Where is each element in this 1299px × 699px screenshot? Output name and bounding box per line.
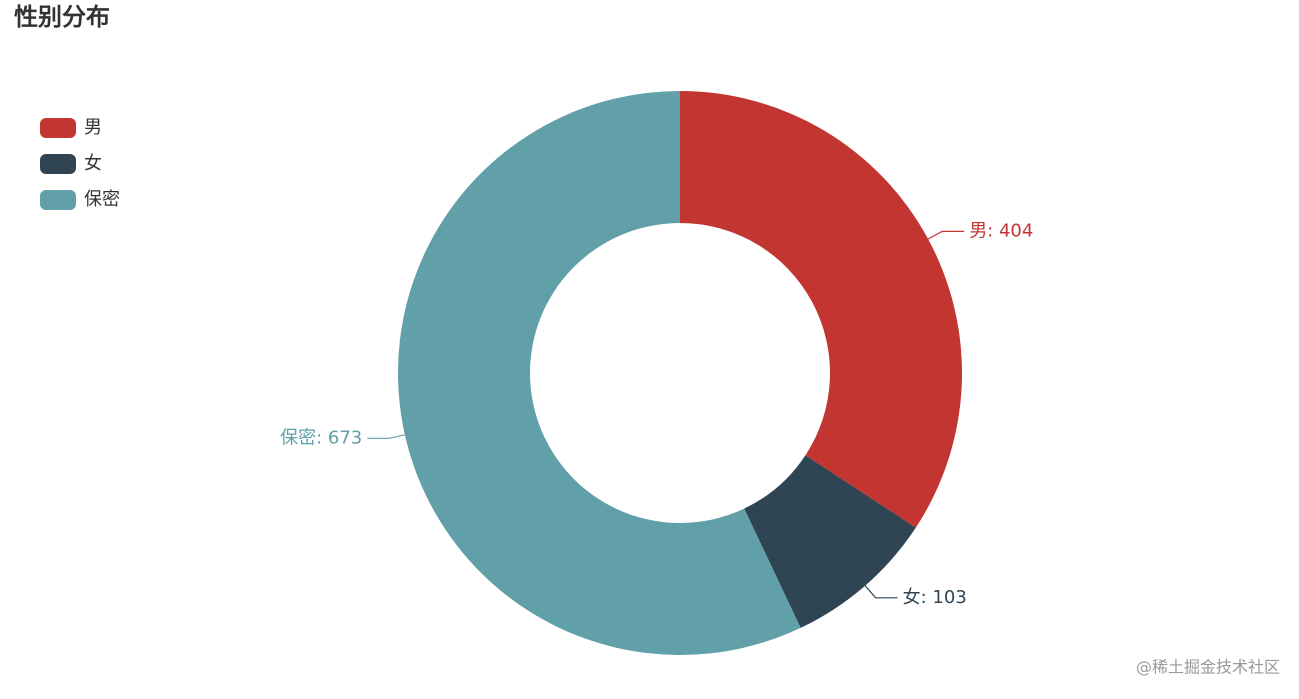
label-line [367, 434, 405, 439]
donut-slice [397, 91, 801, 656]
legend-label[interactable]: 女 [84, 153, 102, 174]
donut-slice [744, 455, 916, 628]
label-line [927, 230, 965, 240]
watermark: @稀土掘金技术社区 [1136, 658, 1280, 677]
legend-label[interactable]: 保密 [84, 189, 120, 210]
label-line [864, 585, 898, 599]
data-label: 男: 404 [969, 220, 1033, 241]
data-label: 保密: 673 [280, 427, 362, 448]
chart-title: 性别分布 [14, 3, 110, 31]
legend-label[interactable]: 男 [84, 117, 102, 138]
legend-swatch[interactable] [40, 118, 76, 138]
legend-swatch[interactable] [40, 154, 76, 174]
donut-slice [680, 91, 962, 528]
legend-swatch[interactable] [40, 190, 76, 210]
data-label: 女: 103 [903, 587, 967, 608]
